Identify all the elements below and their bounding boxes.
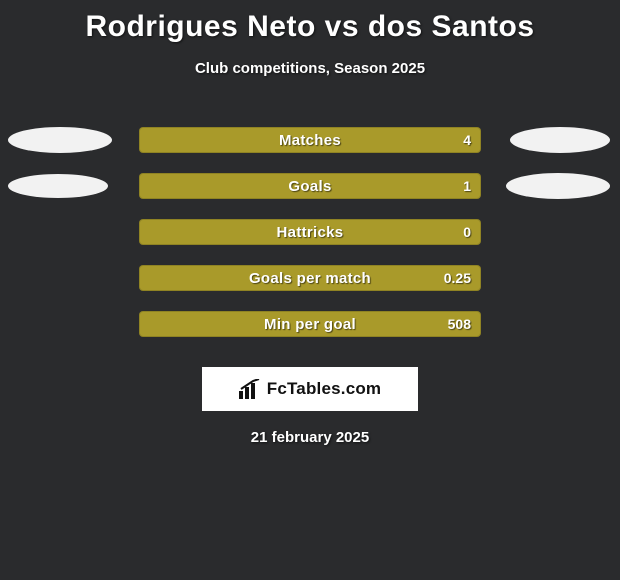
left-oval bbox=[8, 174, 108, 198]
stat-value: 1 bbox=[463, 178, 471, 194]
page-title: Rodrigues Neto vs dos Santos bbox=[0, 0, 620, 44]
left-oval bbox=[8, 127, 112, 153]
stat-value: 0 bbox=[463, 224, 471, 240]
brand-chart-icon bbox=[239, 379, 261, 399]
footer-date: 21 february 2025 bbox=[0, 429, 620, 446]
brand-badge: FcTables.com bbox=[202, 367, 418, 411]
brand-text: FcTables.com bbox=[267, 379, 382, 399]
subtitle: Club competitions, Season 2025 bbox=[0, 60, 620, 77]
stat-row: Matches 4 bbox=[0, 117, 620, 163]
stat-label: Matches bbox=[279, 132, 341, 149]
stat-bar: Hattricks 0 bbox=[139, 219, 481, 245]
stat-value: 4 bbox=[463, 132, 471, 148]
stat-row: Min per goal 508 bbox=[0, 301, 620, 347]
stat-label: Goals per match bbox=[249, 270, 371, 287]
stat-bar: Min per goal 508 bbox=[139, 311, 481, 337]
stat-bar: Goals 1 bbox=[139, 173, 481, 199]
stat-label: Hattricks bbox=[277, 224, 344, 241]
right-oval bbox=[506, 173, 610, 199]
stat-value: 508 bbox=[448, 316, 471, 332]
stat-bar: Matches 4 bbox=[139, 127, 481, 153]
stat-row: Goals 1 bbox=[0, 163, 620, 209]
stat-rows: Matches 4 Goals 1 Hattricks 0 Goals per match 0… bbox=[0, 117, 620, 347]
stat-bar: Goals per match 0.25 bbox=[139, 265, 481, 291]
stat-row: Hattricks 0 bbox=[0, 209, 620, 255]
stat-row: Goals per match 0.25 bbox=[0, 255, 620, 301]
right-oval bbox=[510, 127, 610, 153]
stat-label: Min per goal bbox=[264, 316, 356, 333]
stat-label: Goals bbox=[288, 178, 331, 195]
stat-value: 0.25 bbox=[444, 270, 471, 286]
